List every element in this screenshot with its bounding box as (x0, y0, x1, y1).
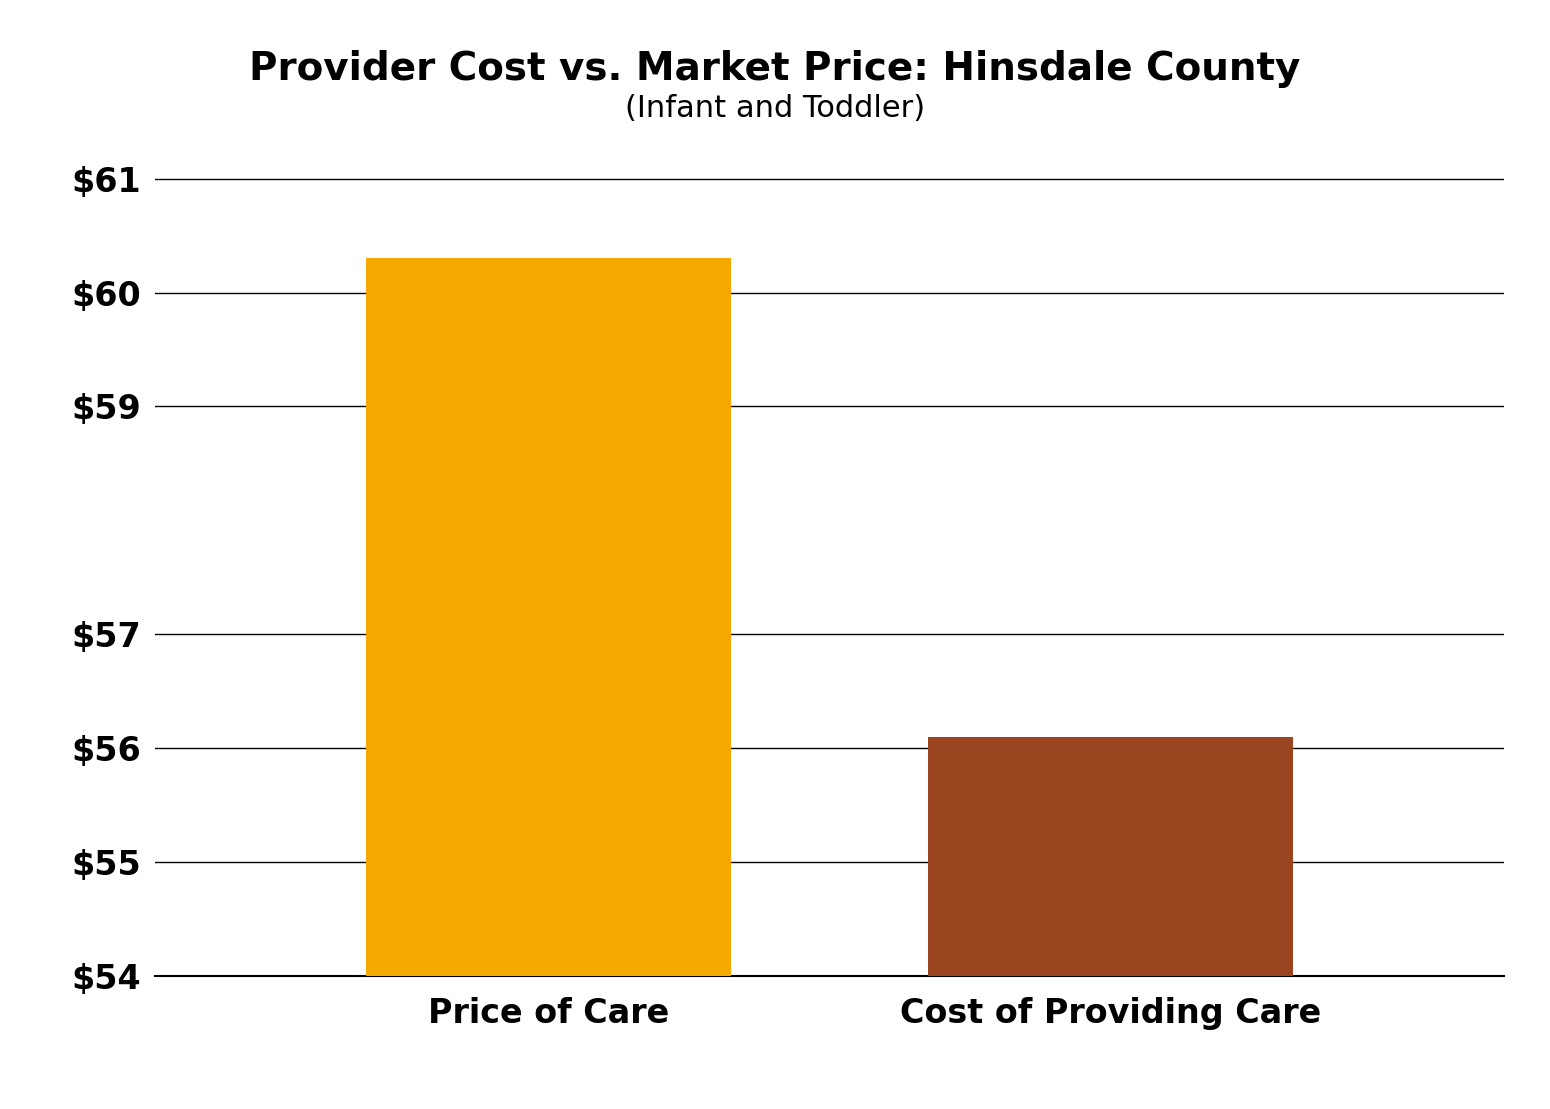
Bar (366, 258, 732, 1109)
Text: Provider Cost vs. Market Price: Hinsdale County: Provider Cost vs. Market Price: Hinsdale… (250, 50, 1300, 88)
Text: (Infant and Toddler): (Infant and Toddler) (625, 94, 925, 123)
Bar (927, 736, 1293, 1109)
